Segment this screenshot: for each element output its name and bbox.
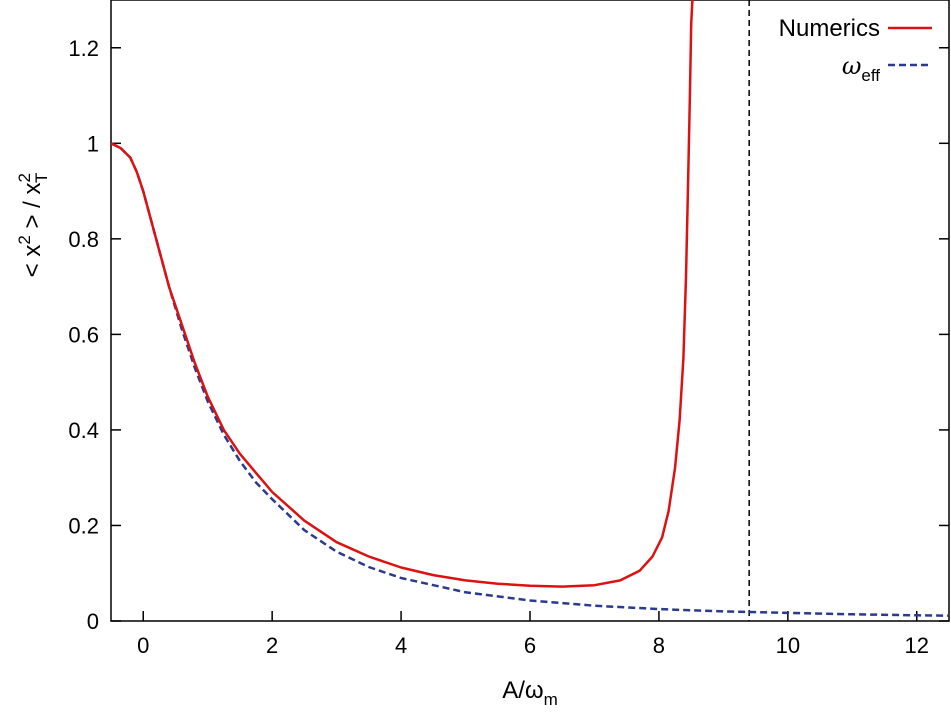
series-line-1 [110, 142, 950, 617]
y-tick-label: 0.6 [68, 322, 99, 347]
y-axis-label: < x2 > / x2T [15, 173, 51, 278]
x-tick-label: 2 [266, 633, 278, 658]
y-tick-label: 0 [87, 609, 99, 634]
y-tick-label: 0.4 [68, 418, 99, 443]
plot-frame [110, 0, 950, 622]
legend-label-omega-eff: ωeff [842, 52, 880, 85]
x-tick-label: 4 [395, 633, 407, 658]
y-axis-label-part1: < x [19, 245, 46, 278]
y-tick-label: 0.2 [68, 513, 99, 538]
series-line-0 [110, 0, 694, 588]
y-tick-label: 1 [87, 131, 99, 156]
x-axis-label-sub: m [544, 690, 558, 709]
y-axis-label-sub2: T [32, 173, 51, 183]
x-tick-label: 10 [776, 633, 800, 658]
x-tick-label: 8 [653, 633, 665, 658]
x-tick-label: 12 [905, 633, 929, 658]
legend-label-numerics: Numerics [779, 15, 880, 42]
y-axis-label-part2: > / x [19, 183, 46, 236]
legend-omega-sub: eff [861, 66, 880, 85]
x-tick-label: 6 [524, 633, 536, 658]
legend-omega: ω [842, 52, 862, 80]
y-axis: 0 0.2 0.4 0.6 0.8 1 1.2 [68, 36, 949, 634]
y-axis-label-sup2: 2 [15, 173, 34, 182]
x-axis: 0 2 4 6 8 10 12 [137, 611, 929, 658]
y-tick-label: 1.2 [68, 36, 99, 61]
x-axis-label-main: A/ω [502, 677, 543, 704]
x-axis-label: A/ωm [502, 677, 558, 709]
x-tick-label: 0 [137, 633, 149, 658]
series-layer [110, 0, 950, 617]
legend: Numerics ωeff [779, 15, 932, 85]
y-tick-label: 0.8 [68, 227, 99, 252]
y-axis-label-sup1: 2 [15, 235, 34, 244]
